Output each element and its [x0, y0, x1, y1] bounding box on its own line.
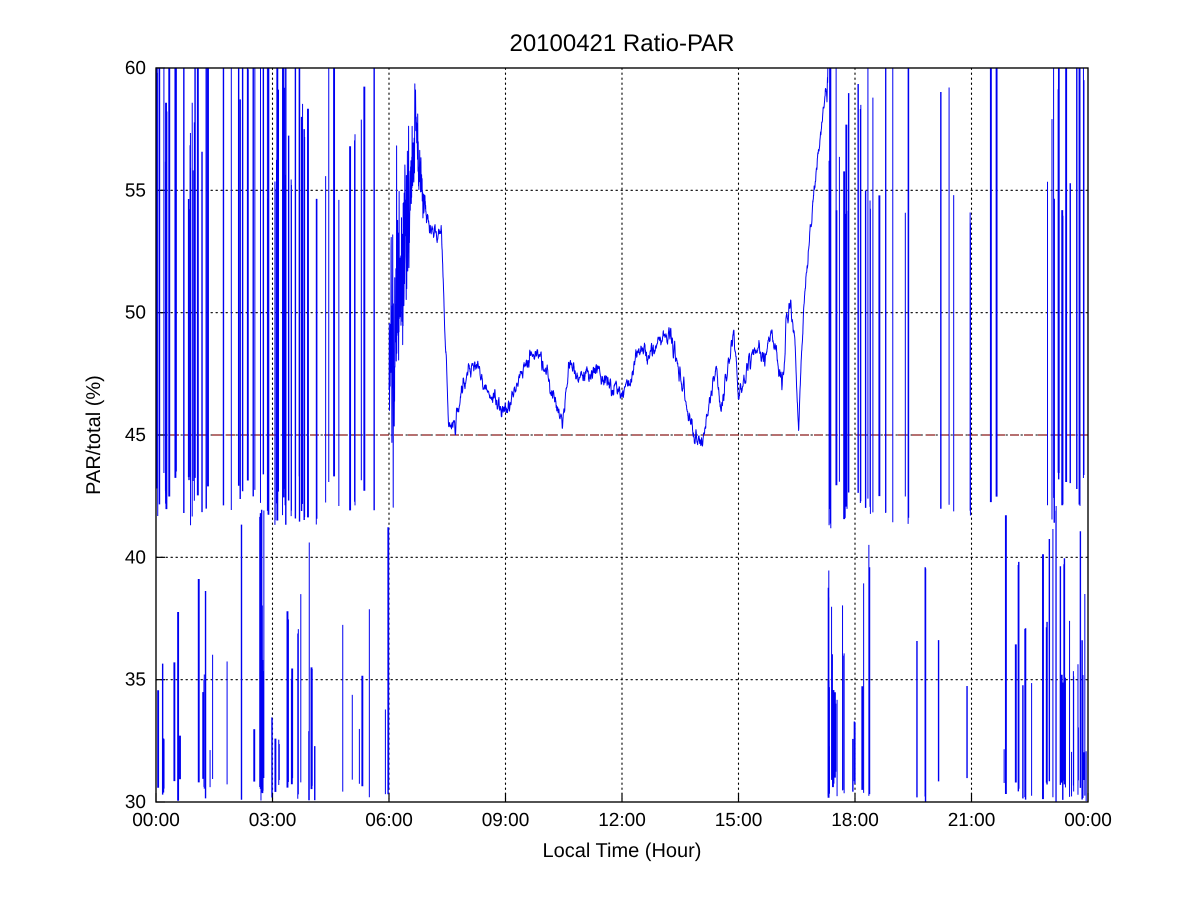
- svg-text:45: 45: [125, 425, 146, 446]
- svg-text:35: 35: [125, 670, 146, 691]
- svg-text:06:00: 06:00: [365, 810, 413, 831]
- svg-text:00:00: 00:00: [1064, 810, 1112, 831]
- svg-text:15:00: 15:00: [715, 810, 763, 831]
- svg-text:18:00: 18:00: [831, 810, 879, 831]
- svg-text:50: 50: [125, 303, 146, 324]
- svg-text:20100421 Ratio-PAR: 20100421 Ratio-PAR: [509, 30, 734, 57]
- svg-text:Local Time (Hour): Local Time (Hour): [543, 840, 702, 862]
- svg-text:12:00: 12:00: [598, 810, 646, 831]
- svg-text:55: 55: [125, 180, 146, 201]
- svg-text:03:00: 03:00: [249, 810, 297, 831]
- svg-text:60: 60: [125, 58, 146, 79]
- svg-text:40: 40: [125, 547, 146, 568]
- svg-text:21:00: 21:00: [948, 810, 996, 831]
- svg-text:09:00: 09:00: [482, 810, 530, 831]
- svg-text:00:00: 00:00: [132, 810, 180, 831]
- svg-text:PAR/total (%): PAR/total (%): [83, 375, 105, 495]
